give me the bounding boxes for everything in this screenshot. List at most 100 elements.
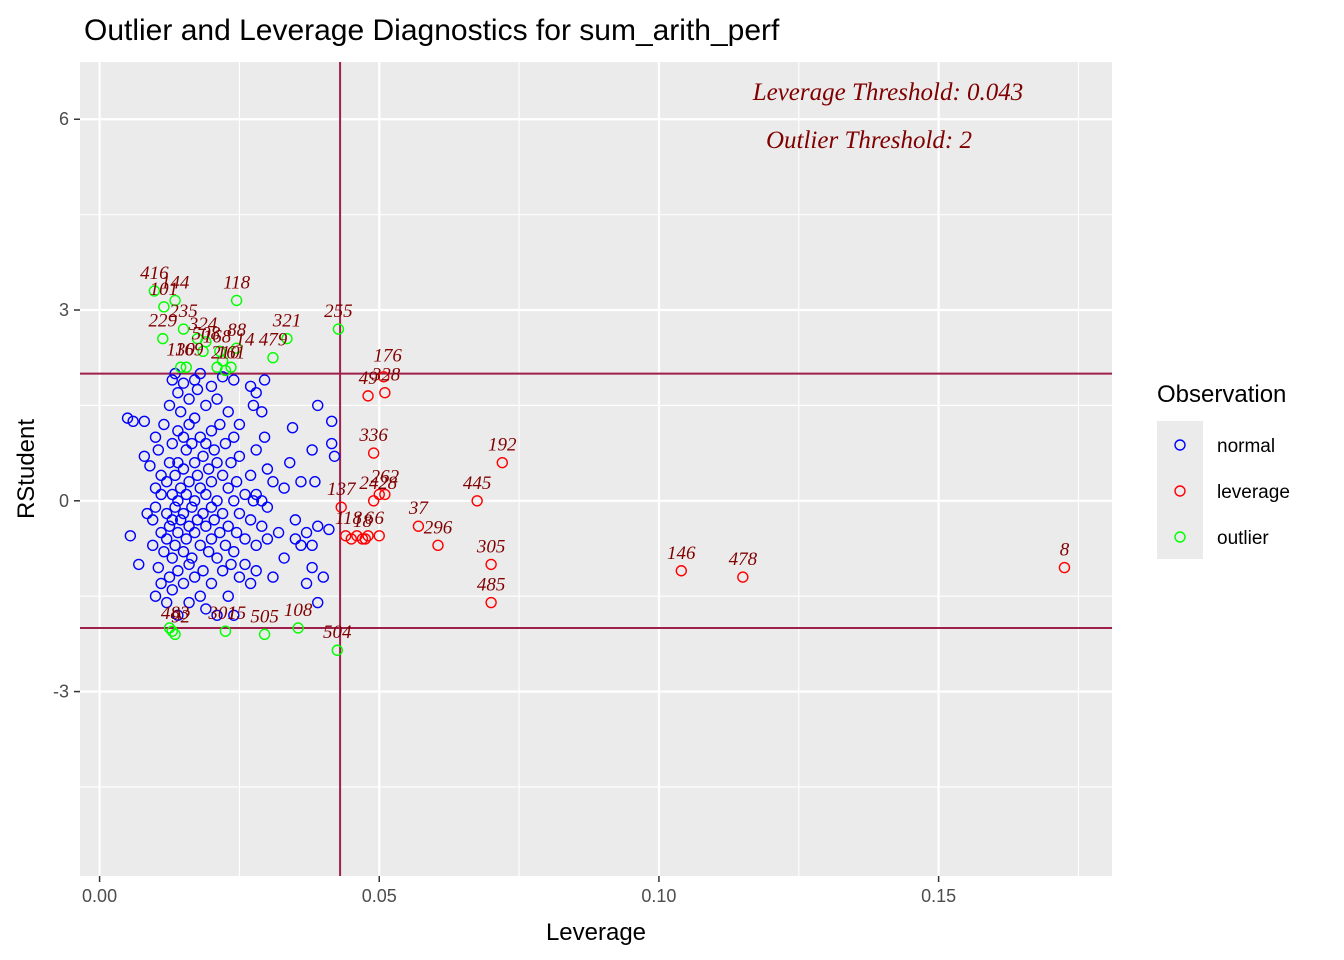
y-tick-label: -3 bbox=[53, 682, 69, 702]
normal-point bbox=[152, 561, 165, 574]
point-label: 169 bbox=[175, 339, 204, 360]
normal-point bbox=[239, 488, 251, 501]
point-label: 296 bbox=[424, 517, 453, 538]
normal-point bbox=[149, 501, 162, 513]
normal-point bbox=[208, 444, 220, 456]
normal-point bbox=[256, 520, 268, 532]
point-label: 6 bbox=[375, 508, 385, 529]
point-label: 37 bbox=[408, 498, 430, 519]
point-label: 508 bbox=[192, 323, 221, 344]
y-axis: -3 0 3 6 bbox=[53, 109, 80, 702]
normal-point bbox=[216, 565, 229, 577]
outlier-point bbox=[174, 361, 187, 373]
normal-point bbox=[200, 488, 212, 501]
point-label: 301 bbox=[207, 603, 237, 624]
point-label: 262 bbox=[371, 466, 400, 487]
normal-point bbox=[258, 374, 271, 386]
point-label: 192 bbox=[488, 435, 517, 456]
normal-point bbox=[205, 425, 218, 437]
legend: Observation normal leverage outlier bbox=[1157, 381, 1290, 559]
legend-label-normal: normal bbox=[1217, 436, 1275, 457]
normal-point bbox=[250, 444, 262, 456]
normal-point bbox=[144, 460, 156, 472]
outlier-point bbox=[219, 625, 232, 637]
normal-point bbox=[188, 495, 201, 507]
point-label: 210 bbox=[211, 342, 240, 363]
normal-point bbox=[244, 380, 257, 393]
normal-point bbox=[258, 431, 271, 443]
normal-point bbox=[166, 374, 178, 386]
x-axis: 0.00 0.05 0.10 0.15 bbox=[82, 876, 956, 906]
grid-lines bbox=[80, 62, 1112, 876]
normal-point bbox=[225, 558, 237, 571]
leverage-point bbox=[345, 533, 357, 545]
normal-point bbox=[121, 412, 134, 424]
normal-point bbox=[158, 418, 170, 431]
normal-point bbox=[239, 533, 251, 545]
leverage-point bbox=[471, 495, 483, 507]
normal-point bbox=[222, 482, 234, 494]
point-label: 88 bbox=[227, 320, 247, 341]
normal-point bbox=[197, 507, 209, 520]
normal-point bbox=[172, 495, 184, 507]
normal-point bbox=[194, 539, 206, 552]
normal-point bbox=[169, 469, 181, 482]
normal-point bbox=[247, 399, 260, 412]
point-label: 478 bbox=[729, 549, 758, 570]
normal-point bbox=[194, 367, 206, 380]
point-label: 8 bbox=[1060, 540, 1070, 561]
outlier-point bbox=[258, 628, 271, 641]
outlier-point bbox=[180, 361, 192, 373]
legend-label-outlier: outlier bbox=[1217, 528, 1269, 549]
normal-point bbox=[326, 437, 338, 450]
point-label: 483 bbox=[161, 603, 190, 624]
point-label: 479 bbox=[259, 330, 288, 351]
normal-point bbox=[138, 450, 151, 462]
normal-point bbox=[147, 539, 159, 552]
normal-point bbox=[250, 565, 262, 577]
normal-point bbox=[169, 367, 181, 380]
normal-point bbox=[230, 526, 243, 539]
normal-point bbox=[177, 377, 190, 389]
normal-point bbox=[214, 526, 226, 539]
normal-point bbox=[160, 596, 173, 609]
point-label: 92 bbox=[171, 606, 191, 627]
point-label: 321 bbox=[272, 311, 302, 332]
normal-point bbox=[155, 488, 167, 501]
leverage-point bbox=[737, 571, 749, 583]
normal-point bbox=[244, 514, 257, 526]
normal-point bbox=[183, 596, 195, 609]
normal-point bbox=[180, 533, 192, 545]
point-label: 416 bbox=[140, 263, 169, 284]
normal-point bbox=[256, 495, 268, 507]
normal-point bbox=[202, 545, 215, 558]
point-label: 229 bbox=[149, 311, 178, 332]
normal-point bbox=[284, 456, 296, 469]
outlier-point bbox=[225, 361, 237, 373]
normal-point bbox=[205, 501, 218, 513]
leverage-point bbox=[379, 488, 391, 501]
normal-point bbox=[172, 456, 184, 469]
normal-point bbox=[155, 577, 167, 590]
y-axis-title: RStudent bbox=[13, 419, 40, 519]
point-label: 445 bbox=[463, 473, 492, 494]
normal-point bbox=[216, 507, 229, 520]
leverage-point bbox=[373, 530, 385, 542]
normal-point bbox=[166, 584, 178, 596]
leverage-point bbox=[378, 371, 390, 383]
outlier-point bbox=[157, 332, 169, 345]
normal-point bbox=[214, 418, 226, 431]
normal-point bbox=[208, 514, 220, 526]
normal-point bbox=[256, 406, 268, 418]
point-label: 324 bbox=[188, 314, 218, 335]
normal-point bbox=[295, 539, 307, 552]
normal-point bbox=[155, 469, 167, 482]
normal-point bbox=[250, 488, 262, 501]
normal-point bbox=[183, 418, 195, 431]
point-label: 255 bbox=[324, 301, 353, 322]
point-label: 6 bbox=[364, 508, 374, 529]
normal-point bbox=[326, 415, 338, 428]
normal-point bbox=[149, 590, 162, 602]
normal-point bbox=[244, 577, 257, 590]
normal-point bbox=[300, 577, 313, 590]
